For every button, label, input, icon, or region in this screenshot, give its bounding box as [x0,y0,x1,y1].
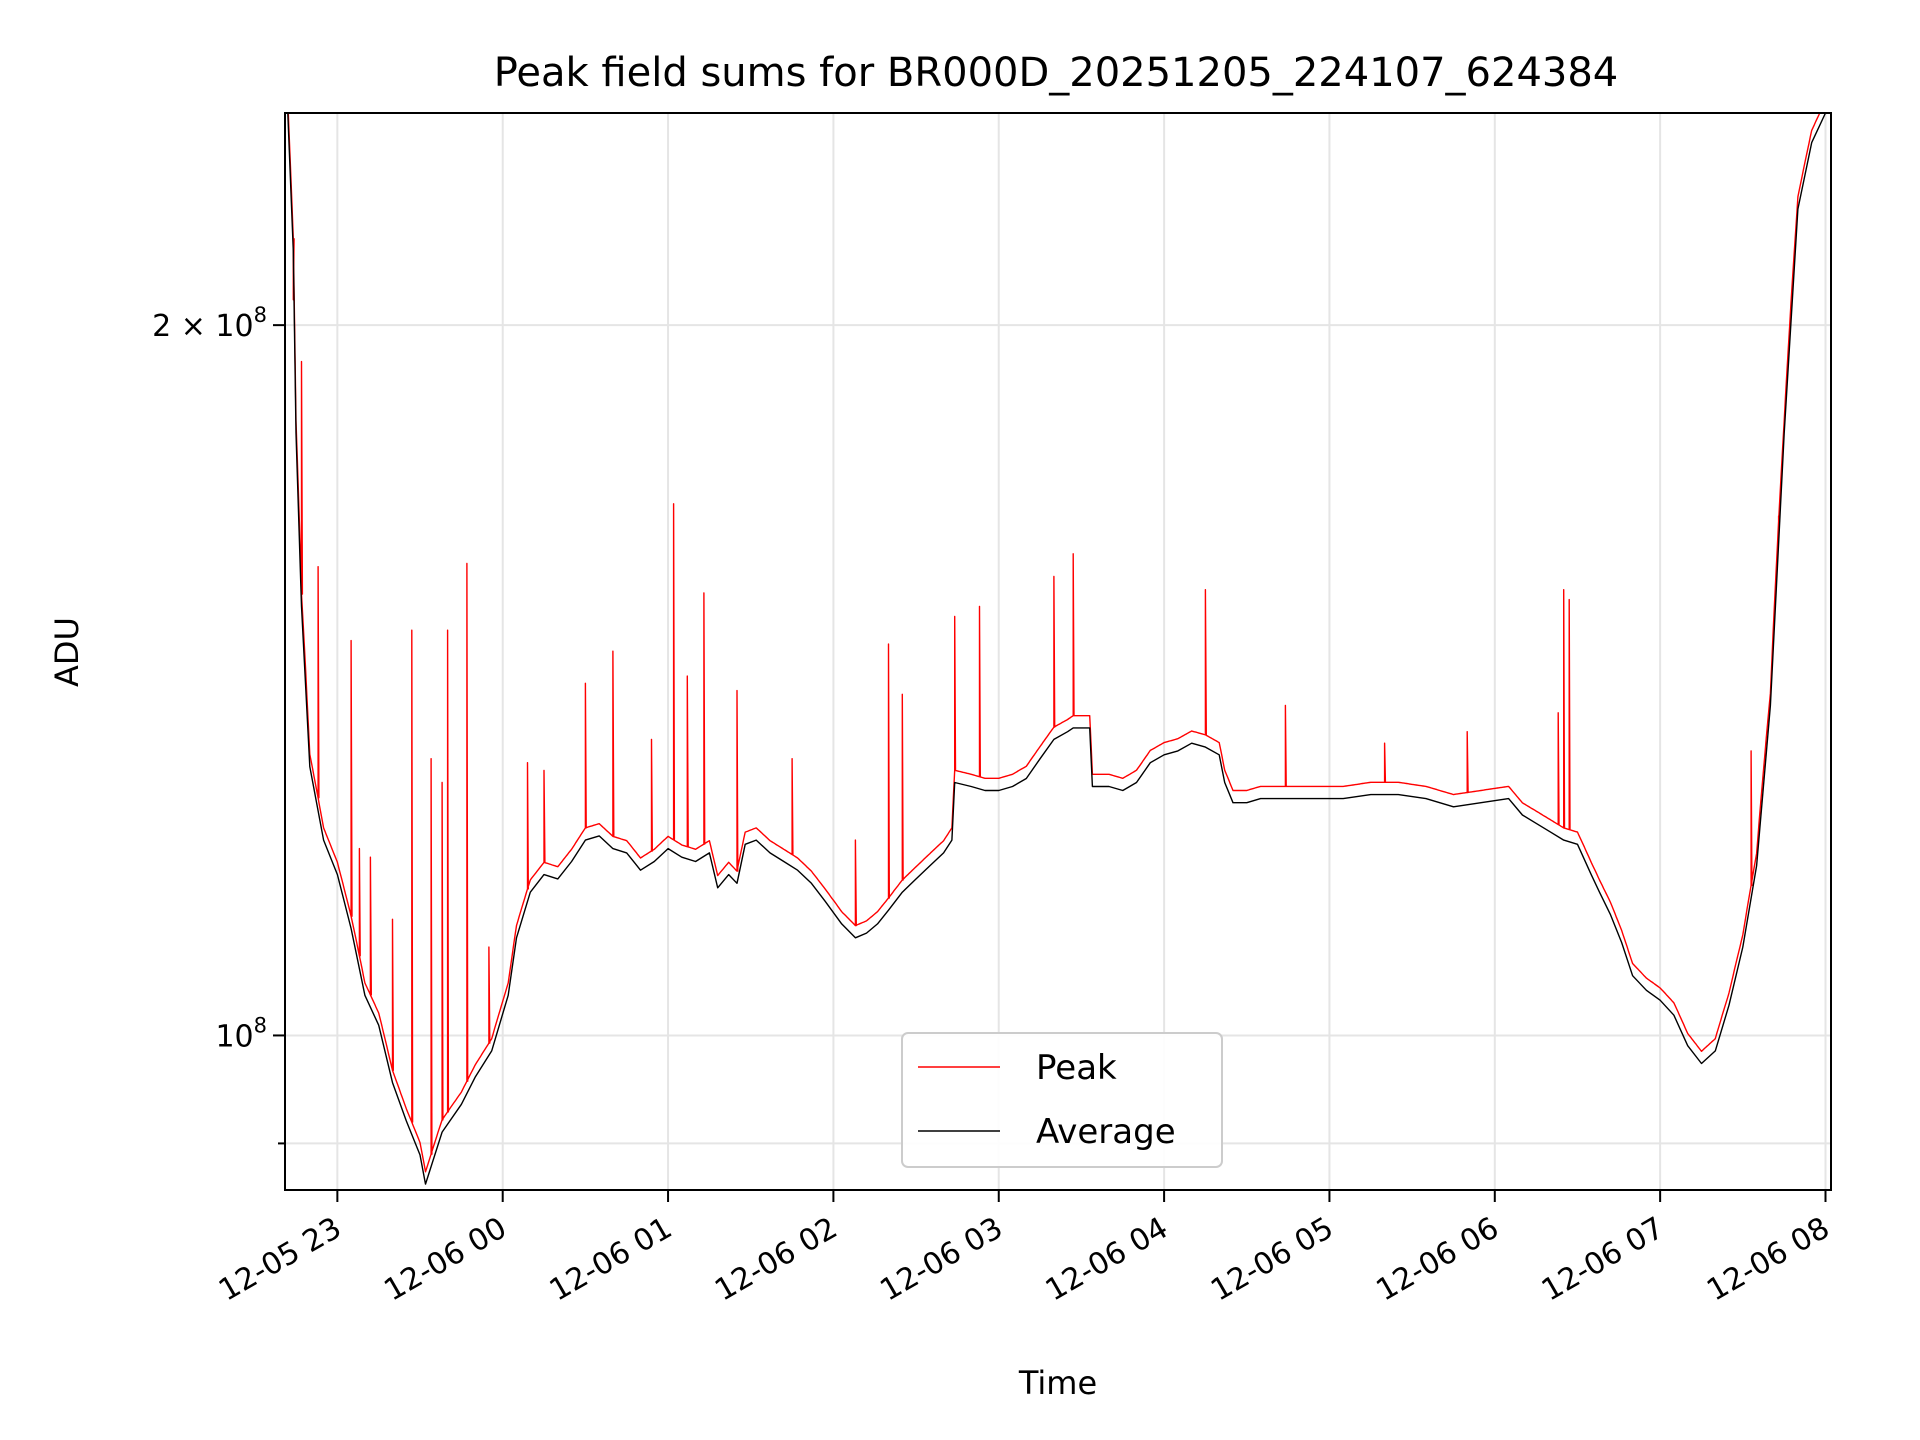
legend-label-peak: Peak [1036,1048,1117,1088]
legend: Peak Average [901,1032,1223,1168]
y-tick-label: 2 × 108 [152,303,267,344]
series-line-peak [287,113,1821,1173]
chart-title: Peak field sums for BR000D_20251205_2241… [494,50,1619,96]
y-tick-label: 108 [215,1013,267,1054]
y-axis: 108 2 × 108 [152,303,285,1145]
plot-area [287,113,1827,1185]
legend-label-average: Average [1036,1112,1176,1152]
series-line-average [287,113,1827,1185]
plot-frame [284,112,1832,1191]
x-axis-title: Time [1018,1364,1097,1402]
y-axis-title: ADU [48,617,86,687]
series-layer [287,113,1827,1185]
